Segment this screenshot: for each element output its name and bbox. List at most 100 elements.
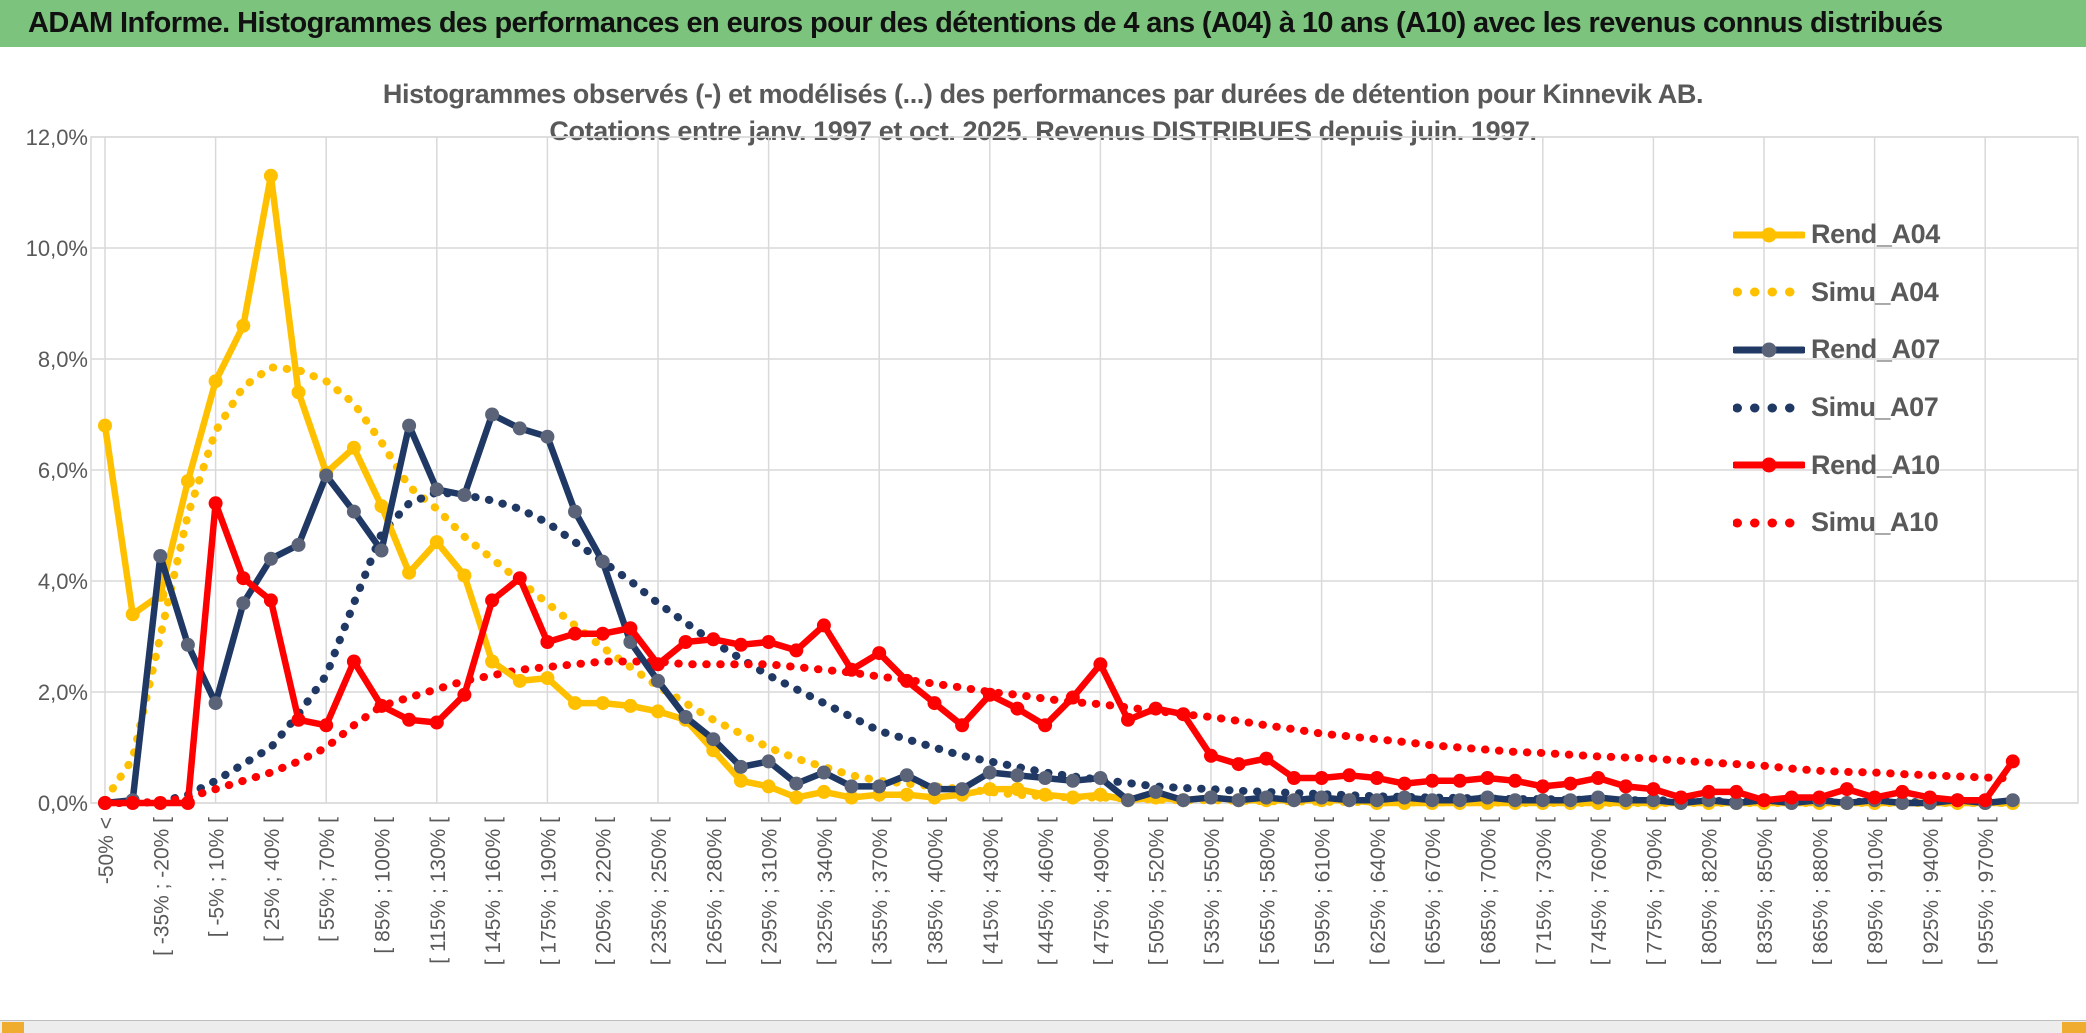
- series-Rend_A10-marker: [1065, 690, 1080, 705]
- series-Rend_A10-marker: [1369, 771, 1384, 785]
- series-Rend_A10-marker: [761, 635, 776, 649]
- series-Rend_A04-marker: [1010, 782, 1025, 797]
- series-Rend_A07-marker: [1231, 793, 1246, 808]
- series-Rend_A10-marker: [153, 796, 168, 810]
- series-Simu_A10-line: [101, 657, 2017, 807]
- series-Rend_A07-marker: [623, 635, 638, 649]
- series-Rend_A10-marker: [125, 796, 140, 810]
- x-axis-tick-label: [ -5% ; 10% [: [206, 817, 229, 937]
- gold-accent-footer-left[interactable]: [2, 1022, 24, 1033]
- series-Rend_A07-marker: [402, 418, 417, 433]
- x-axis-tick-label: [ 445% ; 460% [: [1035, 817, 1058, 965]
- series-Rend_A10-marker: [927, 696, 942, 711]
- legend-marker-glyph: [1761, 227, 1777, 243]
- series-Rend_A07-marker: [1591, 790, 1606, 805]
- series-Rend_A10-marker: [1646, 782, 1661, 797]
- series-Rend_A10-marker: [651, 657, 665, 672]
- x-axis-tick-label: [ 265% ; 280% [: [703, 817, 726, 965]
- series-Rend_A10-marker: [1618, 779, 1633, 794]
- x-axis-tick-label: [ 625% ; 640% [: [1367, 817, 1390, 965]
- series-Rend_A04-marker: [429, 535, 444, 550]
- legend-label-Rend_A10: Rend_A10: [1811, 449, 1940, 480]
- legend-line-sample-Rend_A10: [1733, 457, 1805, 473]
- x-axis-tick-label: [ 835% ; 850% [: [1754, 817, 1777, 965]
- x-axis-tick-label: [ 895% ; 910% [: [1865, 817, 1888, 965]
- series-Rend_A10-marker: [1812, 790, 1827, 805]
- series-Rend_A07-marker: [651, 673, 665, 688]
- series-Rend_A10-marker: [568, 626, 582, 641]
- series-Rend_A10-marker: [1535, 779, 1550, 794]
- series-Rend_A07-marker: [540, 429, 555, 444]
- series-Rend_A10-marker: [1176, 707, 1191, 722]
- series-Rend_A07-marker: [1148, 784, 1163, 799]
- series-Rend_A04-marker: [899, 787, 914, 802]
- legend-item-Simu_A04[interactable]: Simu_A04: [1733, 264, 1940, 322]
- series-Rend_A10-marker: [1259, 751, 1274, 766]
- series-Rend_A04-marker: [789, 790, 804, 805]
- series-Rend_A07-marker: [955, 782, 970, 797]
- chart-title-line2: Cotations entre janv. 1997 et oct. 2025.…: [549, 116, 1537, 146]
- series-Rend_A10-marker: [1038, 718, 1053, 733]
- series-Rend_A10-marker: [236, 571, 251, 586]
- series-Rend_A10-marker: [1121, 712, 1135, 727]
- series-Rend_A10-marker: [1452, 773, 1467, 788]
- series-Rend_A10-marker: [872, 646, 887, 661]
- series-Rend_A10-marker: [1978, 793, 1993, 808]
- series-Rend_A07-marker: [346, 504, 361, 519]
- gold-accent-footer-right[interactable]: [2062, 1022, 2086, 1033]
- series-Simu_A07-line: [101, 488, 2017, 807]
- series-Rend_A07-marker: [789, 776, 804, 791]
- series-Rend_A04-marker: [761, 779, 776, 794]
- x-axis-tick-label: [ 325% ; 340% [: [814, 817, 837, 965]
- series-Rend_A04-marker: [208, 374, 223, 389]
- series-Rend_A10-marker: [899, 673, 914, 688]
- series-Rend_A10-marker: [457, 687, 472, 702]
- series-Rend_A10-marker: [816, 618, 831, 633]
- series-Rend_A07-marker: [1176, 793, 1191, 808]
- legend-item-Simu_A10[interactable]: Simu_A10: [1733, 494, 1940, 552]
- series-Rend_A07-marker: [706, 732, 721, 747]
- footer-scroll-strip[interactable]: [0, 1020, 2086, 1033]
- series-Rend_A04-marker: [125, 607, 140, 622]
- legend-item-Rend_A10[interactable]: Rend_A10: [1733, 436, 1940, 494]
- series-Rend_A10-marker: [1397, 776, 1412, 791]
- series-Rend_A04-marker: [982, 782, 997, 797]
- series-Rend_A10-marker: [706, 632, 721, 647]
- legend-item-Simu_A07[interactable]: Simu_A07: [1733, 379, 1940, 437]
- x-axis-tick-label: [ 355% ; 370% [: [869, 817, 892, 965]
- series-Rend_A10-marker: [1757, 793, 1771, 808]
- series-Rend_A10-marker: [1784, 790, 1799, 805]
- x-axis-tick-label: [ 385% ; 400% [: [925, 817, 948, 965]
- series-Rend_A04-marker: [402, 565, 417, 580]
- legend-line-sample-Simu_A10: [1733, 518, 1805, 528]
- series-Rend_A10-marker: [263, 593, 278, 608]
- series-Rend_A10-marker: [789, 643, 804, 658]
- series-Rend_A04-marker: [816, 784, 831, 799]
- series-Rend_A10-marker: [1674, 790, 1688, 805]
- series-Rend_A04-marker: [844, 790, 859, 805]
- series-Rend_A07-marker: [236, 596, 251, 611]
- series-Rend_A10-marker: [429, 715, 444, 730]
- x-axis-tick-label: [ 745% ; 760% [: [1588, 817, 1611, 965]
- series-Rend_A10-marker: [844, 662, 859, 677]
- series-Rend_A10-marker: [1342, 768, 1357, 783]
- series-Rend_A07-marker: [374, 543, 389, 558]
- series-Rend_A07-marker: [512, 421, 527, 436]
- y-axis-tick-label: 2,0%: [38, 680, 88, 705]
- series-Rend_A04-marker: [180, 474, 195, 489]
- legend-item-Rend_A07[interactable]: Rend_A07: [1733, 321, 1940, 379]
- series-Rend_A07-marker: [2005, 793, 2020, 808]
- legend-label-Simu_A04: Simu_A04: [1811, 276, 1939, 307]
- series-Rend_A10-marker: [1231, 757, 1246, 772]
- x-axis-tick-label: [ 955% ; 970% [: [1975, 817, 1998, 965]
- x-axis-tick-label: [ 685% ; 700% [: [1478, 817, 1501, 965]
- x-axis-tick-label: [ 25% ; 40% [: [261, 817, 284, 942]
- x-axis-tick-label: [ 925% ; 940% [: [1920, 817, 1943, 965]
- series-Rend_A04-marker: [623, 698, 638, 713]
- legend-item-Rend_A04[interactable]: Rend_A04: [1733, 206, 1940, 264]
- series-Rend_A07-line: [101, 411, 2017, 807]
- chart-legend[interactable]: Rend_A04 Simu_A04 Rend_A07 Simu_A07 Rend_A10…: [1733, 206, 1940, 552]
- series-Rend_A07-marker: [1038, 771, 1053, 785]
- series-Rend_A10-marker: [180, 796, 195, 810]
